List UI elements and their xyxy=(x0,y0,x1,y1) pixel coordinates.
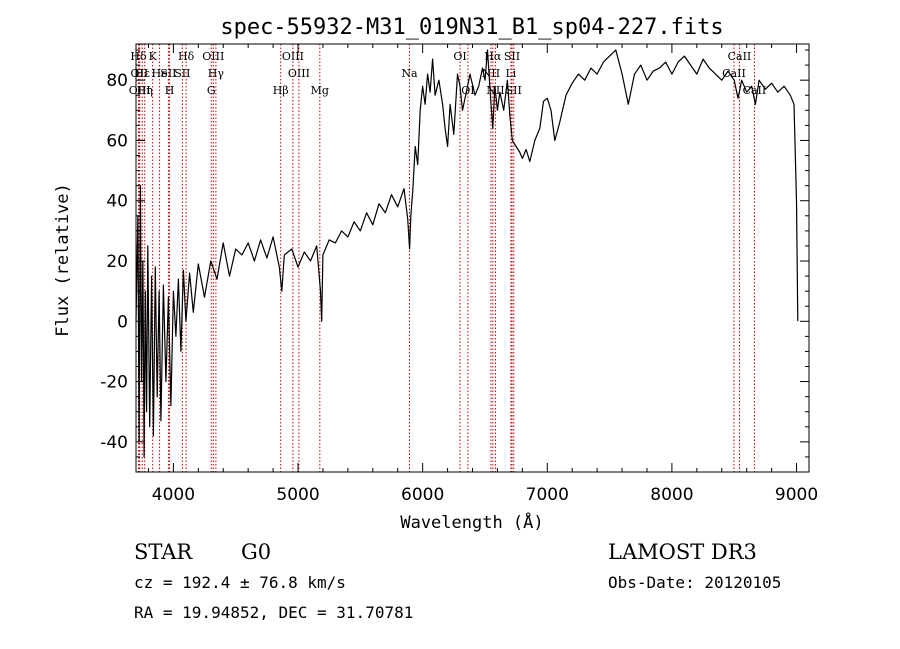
spectrum-series xyxy=(135,49,799,458)
y-tick-label: 80 xyxy=(106,71,128,91)
line-marker-label: OIII xyxy=(202,50,224,63)
line-marker-label: G xyxy=(207,84,216,97)
line-marker-label: SII xyxy=(504,50,520,63)
line-marker-label: Hδ xyxy=(178,50,195,63)
line-marker-label: Hδ xyxy=(130,50,147,63)
line-marker-label: H xyxy=(165,84,175,97)
axis-ticks xyxy=(136,44,809,473)
x-tick-label: 8000 xyxy=(650,485,693,505)
y-tick-label: -20 xyxy=(100,373,128,393)
line-markers xyxy=(137,44,755,472)
redshift-text: cz = 192.4 ± 76.8 km/s xyxy=(134,573,346,592)
line-marker-label: SII xyxy=(506,84,522,97)
line-marker-label: OI xyxy=(453,50,466,63)
subclass-label: G0 xyxy=(241,540,272,564)
x-tick-label: 5000 xyxy=(276,485,319,505)
spectrum-line xyxy=(135,49,799,458)
x-tick-label: 7000 xyxy=(526,485,569,505)
x-axis-label: Wavelength (Å) xyxy=(400,511,543,533)
line-marker-label: Mg xyxy=(311,84,329,97)
y-tick-label: -40 xyxy=(100,433,128,453)
x-tick-labels: 4000 5000 6000 7000 8000 9000 xyxy=(152,485,818,505)
obs-date-text: Obs-Date: 20120105 xyxy=(608,573,782,592)
y-tick-label: 0 xyxy=(117,312,128,332)
coords-text: RA = 19.94852, DEC = 31.70781 xyxy=(134,603,414,622)
line-marker-label: Hγ xyxy=(208,67,225,80)
class-label: STAR xyxy=(134,540,193,564)
x-tick-label: 4000 xyxy=(152,485,195,505)
x-tick-label: 9000 xyxy=(775,485,818,505)
line-marker-label: OIII xyxy=(129,84,151,97)
line-marker-label: He xyxy=(152,67,168,80)
y-tick-labels: -40 -20 0 20 40 60 80 xyxy=(100,71,128,453)
line-marker-label: OI xyxy=(461,84,474,97)
plot-frame xyxy=(135,43,810,473)
line-marker-label: K xyxy=(149,50,158,63)
line-marker-label: OIII xyxy=(282,50,304,63)
x-tick-label: 6000 xyxy=(401,485,444,505)
y-tick-label: 40 xyxy=(106,192,128,212)
line-marker-label: Hε xyxy=(135,67,151,80)
line-marker-label: CaII xyxy=(722,67,746,80)
line-marker-label: Li xyxy=(505,67,516,80)
line-marker-label: SII xyxy=(174,67,190,80)
survey-label: LAMOST DR3 xyxy=(608,540,757,564)
line-marker-label: Hη xyxy=(137,84,153,97)
line-marker-label: OII xyxy=(131,67,149,80)
line-marker-label: SII xyxy=(160,67,176,80)
line-marker-label: CaII xyxy=(743,84,767,97)
line-marker-label: OIII xyxy=(288,67,310,80)
line-marker-label: CaII xyxy=(728,50,752,63)
y-tick-label: 20 xyxy=(106,252,128,272)
line-marker-label: Na xyxy=(401,67,418,80)
y-axis-label: Flux (relative) xyxy=(53,183,73,337)
y-tick-label: 60 xyxy=(106,131,128,151)
chart-title: spec-55932-M31_019N31_B1_sp04-227.fits xyxy=(220,15,723,40)
line-marker-label: Hβ xyxy=(273,84,289,97)
